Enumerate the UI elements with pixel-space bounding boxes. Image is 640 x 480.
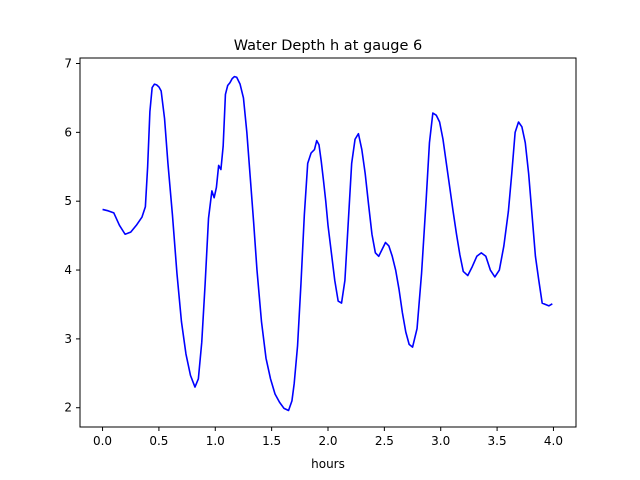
x-axis-label: hours [311, 457, 345, 471]
x-tick-label: 1.5 [262, 434, 281, 448]
y-tick-label: 4 [64, 263, 72, 277]
x-tick-label: 3.0 [431, 434, 450, 448]
chart-title: Water Depth h at gauge 6 [234, 38, 422, 54]
y-tick-label: 5 [64, 194, 72, 208]
series-line-0 [102, 75, 553, 412]
plot-area [80, 58, 576, 427]
x-tick-label: 2.0 [318, 434, 337, 448]
x-tick-label: 3.5 [488, 434, 507, 448]
x-tick-label: 0.0 [93, 434, 112, 448]
series-layer [102, 75, 553, 412]
y-tick-label: 3 [64, 332, 72, 346]
x-tick-label: 4.0 [544, 434, 563, 448]
x-tick-label: 0.5 [149, 434, 168, 448]
y-tick-label: 2 [64, 401, 72, 415]
y-tick-label: 6 [64, 125, 72, 139]
x-axis-ticks: 0.0 0.5 1.0 1.5 2.0 2.5 3.0 3.5 4.0 [93, 427, 563, 448]
y-axis-ticks: 2 3 4 5 6 7 [64, 57, 80, 415]
x-tick-label: 1.0 [206, 434, 225, 448]
y-tick-label: 7 [64, 57, 72, 71]
x-tick-label: 2.5 [375, 434, 394, 448]
